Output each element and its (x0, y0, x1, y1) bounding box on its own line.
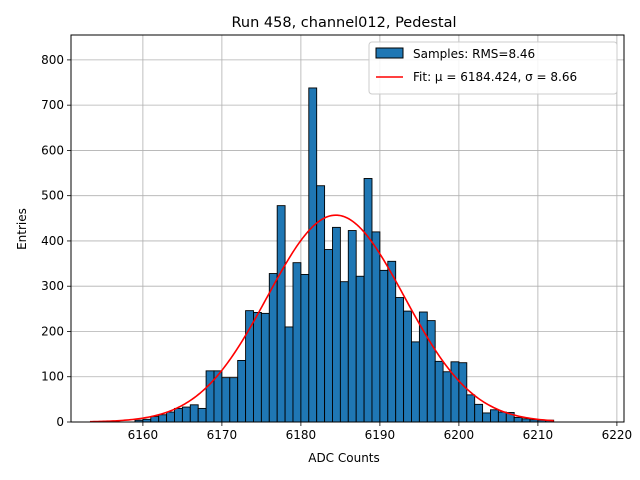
histogram-bar (158, 414, 168, 423)
histogram-bar (197, 407, 207, 423)
histogram-bar (347, 230, 357, 423)
y-tick-label: 200 (41, 324, 64, 338)
histogram-bar (166, 411, 175, 423)
histogram-bar (395, 297, 405, 423)
y-axis-label: Entries (15, 208, 29, 250)
histogram-bar (474, 403, 484, 423)
histogram-bar (442, 371, 452, 423)
histogram-bar (513, 417, 523, 423)
histogram-bar (308, 87, 318, 423)
histogram-bar (434, 360, 444, 423)
legend-label-samples: Samples: RMS=8.46 (413, 47, 535, 61)
legend-swatch-samples (375, 47, 404, 59)
histogram-bar (387, 260, 397, 423)
y-tick-label: 800 (41, 53, 64, 67)
histogram-bar (174, 407, 183, 423)
histogram-bar (150, 416, 160, 423)
chart-title: Run 458, channel012, Pedestal (231, 15, 456, 31)
y-tick-label: 0 (56, 415, 64, 429)
x-tick-label: 6190 (365, 428, 396, 442)
histogram-bar (260, 312, 270, 423)
histogram-bar (253, 312, 262, 423)
histogram-bar (426, 320, 436, 423)
y-tick-label: 100 (41, 370, 64, 384)
histogram-bar (403, 310, 412, 423)
y-tick-label: 600 (41, 143, 64, 157)
y-tick-label: 400 (41, 234, 64, 248)
histogram-bar (355, 275, 365, 423)
histogram-bars (134, 87, 555, 423)
histogram-bar (418, 311, 428, 423)
x-tick-label: 6200 (444, 428, 475, 442)
x-tick-label: 6210 (523, 428, 554, 442)
histogram-bar (268, 273, 278, 423)
histogram-bar (276, 205, 286, 423)
x-tick-label: 6220 (602, 428, 633, 442)
y-tick-label: 700 (41, 98, 64, 112)
histogram-bar (229, 377, 239, 423)
histogram-bar (450, 361, 460, 423)
histogram-bar (497, 411, 507, 423)
histogram-bar (482, 412, 491, 423)
histogram-bar (221, 377, 231, 423)
y-tick-label: 500 (41, 189, 64, 203)
histogram-bar (237, 359, 247, 423)
grid-lines (71, 35, 624, 423)
fit-curve (89, 214, 554, 423)
histogram-bar (332, 226, 341, 423)
legend-label-fit: Fit: μ = 6184.424, σ = 8.66 (413, 70, 577, 84)
histogram-bar (284, 326, 294, 423)
x-tick-label: 6160 (128, 428, 159, 442)
histogram-bar (458, 362, 468, 423)
x-tick-label: 6170 (207, 428, 238, 442)
histogram-bar (379, 269, 389, 423)
histogram-bar (466, 394, 476, 423)
histogram-bar (300, 273, 310, 423)
histogram-bar (189, 404, 199, 423)
histogram-bar (371, 231, 381, 423)
histogram-bar (205, 370, 215, 423)
plot-frame (70, 34, 625, 423)
histogram-bar (292, 262, 302, 423)
x-tick-label: 6180 (286, 428, 317, 442)
x-axis-label: ADC Counts (308, 451, 380, 465)
y-axis-ticks: 0 100 200 300 400 500 600 700 800 (41, 53, 71, 429)
histogram-bar (490, 409, 499, 423)
legend: Samples: RMS=8.46 Fit: μ = 6184.424, σ =… (368, 41, 618, 95)
histogram-bar (324, 249, 333, 423)
histogram-bar (181, 406, 191, 423)
histogram-bar (339, 281, 349, 423)
histogram-bar (363, 178, 373, 423)
legend-box (368, 41, 618, 95)
x-axis-ticks: 6160 6170 6180 6190 6200 6210 6220 (128, 422, 633, 442)
y-tick-label: 300 (41, 279, 64, 293)
histogram-bar (411, 341, 420, 423)
